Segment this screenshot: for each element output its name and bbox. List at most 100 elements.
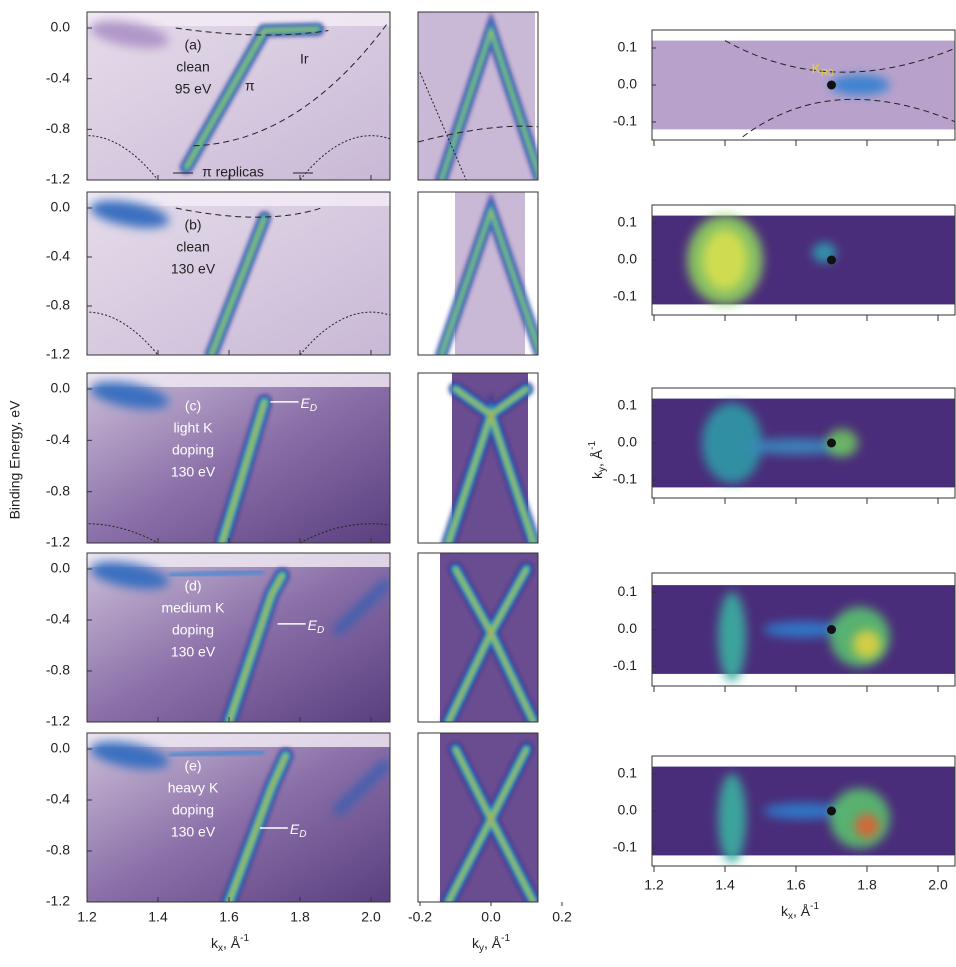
panel-label: 130 eV xyxy=(171,464,216,480)
intensity-blob xyxy=(829,75,890,95)
ed-symbol: E xyxy=(308,617,318,633)
intensity-blob xyxy=(855,813,879,838)
guide xyxy=(418,125,538,143)
axis-title-part: x xyxy=(788,911,793,922)
y-tick-label: -0.8 xyxy=(46,482,70,498)
panel-label: medium K xyxy=(161,600,225,616)
axis-title-part: y xyxy=(597,467,608,472)
x-tick-label: 2.0 xyxy=(928,877,948,893)
panel-frame xyxy=(417,11,539,181)
pi-label: π xyxy=(245,78,255,94)
y-tick-label: -0.1 xyxy=(613,657,637,673)
guide xyxy=(193,21,390,147)
replica-label: π replicas xyxy=(202,164,264,180)
ed-symbol: E xyxy=(301,395,311,411)
fermi-edge xyxy=(87,12,390,26)
replica xyxy=(299,311,390,355)
axis-title: ky, Å-1 xyxy=(472,933,510,954)
fermi-edge xyxy=(87,553,390,567)
y-tick-label: -0.8 xyxy=(46,297,70,313)
intensity-blob xyxy=(746,438,846,455)
band xyxy=(441,29,538,180)
y-tick-label: 0.1 xyxy=(618,397,638,413)
ed-label: ED xyxy=(301,395,318,414)
y-tick-label: -0.1 xyxy=(613,471,637,487)
ed-label: ED xyxy=(308,617,325,636)
intensity-blob xyxy=(826,429,859,457)
axis-title-part: k xyxy=(472,935,480,951)
panel-label: doping xyxy=(172,622,214,638)
x-tick-label: 1.4 xyxy=(715,877,735,893)
axis-title-part: -1 xyxy=(240,933,249,944)
k-label: KR0 xyxy=(812,60,835,79)
intensity-blob xyxy=(718,591,747,682)
panel-label: (c) xyxy=(185,398,201,414)
y-tick-label: -1.2 xyxy=(46,713,70,729)
axis-title-part: x xyxy=(218,943,223,954)
fermi-edge xyxy=(87,373,390,387)
panel-frame xyxy=(86,552,391,723)
intensity-blob xyxy=(763,621,844,638)
fermi-map xyxy=(652,40,955,138)
ed-sub: D xyxy=(310,402,317,413)
panel-label: 130 eV xyxy=(171,824,216,840)
axis-title-part: , Å xyxy=(223,935,241,951)
axis-title-part: y xyxy=(479,943,484,954)
x-tick-label: 1.2 xyxy=(77,909,97,925)
panel-label: light K xyxy=(174,420,214,436)
band xyxy=(447,748,535,902)
arpes-panel xyxy=(87,12,390,180)
guide xyxy=(175,207,322,218)
guide xyxy=(742,98,955,138)
x-tick-label: 1.2 xyxy=(644,877,664,893)
y-tick-label: 0.0 xyxy=(51,560,71,576)
axis-title-part: -1 xyxy=(587,441,598,450)
axis-title-part: , Å xyxy=(793,903,811,919)
guide xyxy=(175,27,329,36)
panel-frame xyxy=(417,191,539,356)
panel-frame xyxy=(417,732,539,903)
intensity-blob xyxy=(702,403,763,483)
intensity-blob xyxy=(853,630,881,659)
ir-label: Ir xyxy=(300,51,309,67)
intensity-blob xyxy=(703,230,747,290)
y-tick-label: -0.8 xyxy=(46,662,70,678)
band xyxy=(441,209,538,355)
x-tick-label: 0.2 xyxy=(552,909,572,925)
y-tick-label: 0.0 xyxy=(618,620,638,636)
fermi-edge xyxy=(87,192,390,206)
y-tick-label: 0.1 xyxy=(618,583,638,599)
pocket xyxy=(90,561,170,590)
k-sub: R0 xyxy=(821,68,834,79)
x-tick-label: 1.6 xyxy=(219,909,239,925)
panel-frame xyxy=(86,191,391,356)
y-tick-label: -1.2 xyxy=(46,893,70,909)
y-tick-label: -0.4 xyxy=(46,69,70,85)
k-point xyxy=(827,80,836,90)
panel-label: 130 eV xyxy=(171,644,216,660)
intensity-blob xyxy=(763,803,844,819)
axis-title-part: -1 xyxy=(810,901,819,912)
panel-frame xyxy=(86,11,391,181)
panel-label: (b) xyxy=(184,217,201,233)
x-tick-label: -0.2 xyxy=(408,909,432,925)
y-tick-label: 0.1 xyxy=(618,765,638,781)
fermi-map xyxy=(652,585,955,682)
replica xyxy=(299,135,390,180)
axis-title-part: k xyxy=(211,935,219,951)
panel-label: (e) xyxy=(184,758,201,774)
y-tick-label: -1.2 xyxy=(46,171,70,187)
axis-title: ky, Å-1 xyxy=(587,441,608,479)
fermi-map xyxy=(652,215,955,305)
y-tick-label: 0.0 xyxy=(618,76,638,92)
arpes-panel xyxy=(87,733,390,902)
arpes-panel xyxy=(440,553,538,722)
panel-bg xyxy=(652,40,955,130)
y-tick-label: 0.0 xyxy=(51,380,71,396)
y-tick-label: 0.0 xyxy=(51,740,71,756)
axis-title-part: -1 xyxy=(501,933,510,944)
k-symbol: K xyxy=(812,60,822,76)
panel-frame xyxy=(86,732,391,903)
x-tick-label: 1.8 xyxy=(857,877,877,893)
